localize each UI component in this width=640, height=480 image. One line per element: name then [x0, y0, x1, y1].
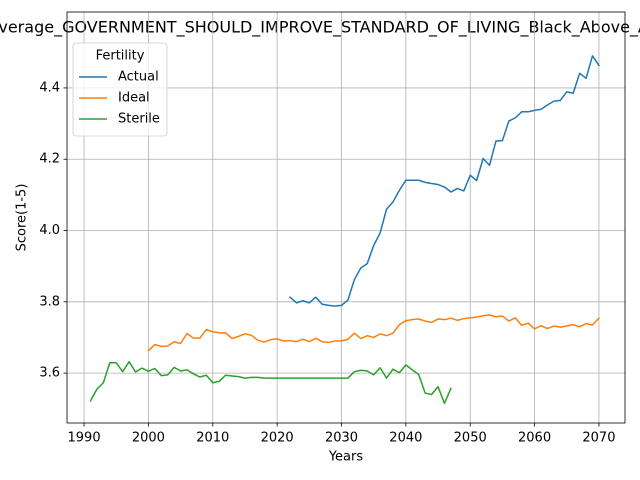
- y-tick-label: 3.6: [39, 366, 60, 381]
- series-line: [288, 55, 600, 307]
- plot-frame: [66, 11, 626, 424]
- y-axis-label: Score(1-5): [15, 184, 30, 252]
- legend-title: Fertility: [96, 49, 145, 64]
- legend: Fertility Actual Ideal Sterile: [72, 42, 168, 137]
- x-tick-label: 2060: [518, 431, 551, 446]
- y-tick-label: 4.2: [39, 152, 60, 167]
- x-tick-label: 1990: [68, 431, 101, 446]
- legend-label: Ideal: [118, 91, 150, 106]
- legend-label: Sterile: [118, 112, 160, 127]
- chart-title: Average_GOVERNMENT_SHOULD_IMPROVE_STANDA…: [0, 18, 640, 38]
- legend-label: Actual: [118, 70, 159, 85]
- y-tick-label: 3.8: [39, 294, 60, 309]
- x-tick-label: 2000: [132, 431, 165, 446]
- x-tick-label: 2030: [325, 431, 358, 446]
- x-tick-label: 2050: [454, 431, 487, 446]
- x-tick-label: 2010: [196, 431, 229, 446]
- y-tick-label: 4.0: [39, 223, 60, 238]
- series-line: [89, 360, 452, 405]
- x-axis-label: Years: [328, 450, 364, 465]
- x-tick-label: 2040: [389, 431, 422, 446]
- y-tick-label: 4.4: [39, 80, 60, 95]
- legend-box: [72, 42, 168, 137]
- x-tick-label: 2020: [261, 431, 294, 446]
- x-tick-label: 2070: [582, 431, 615, 446]
- series-line: [147, 314, 600, 352]
